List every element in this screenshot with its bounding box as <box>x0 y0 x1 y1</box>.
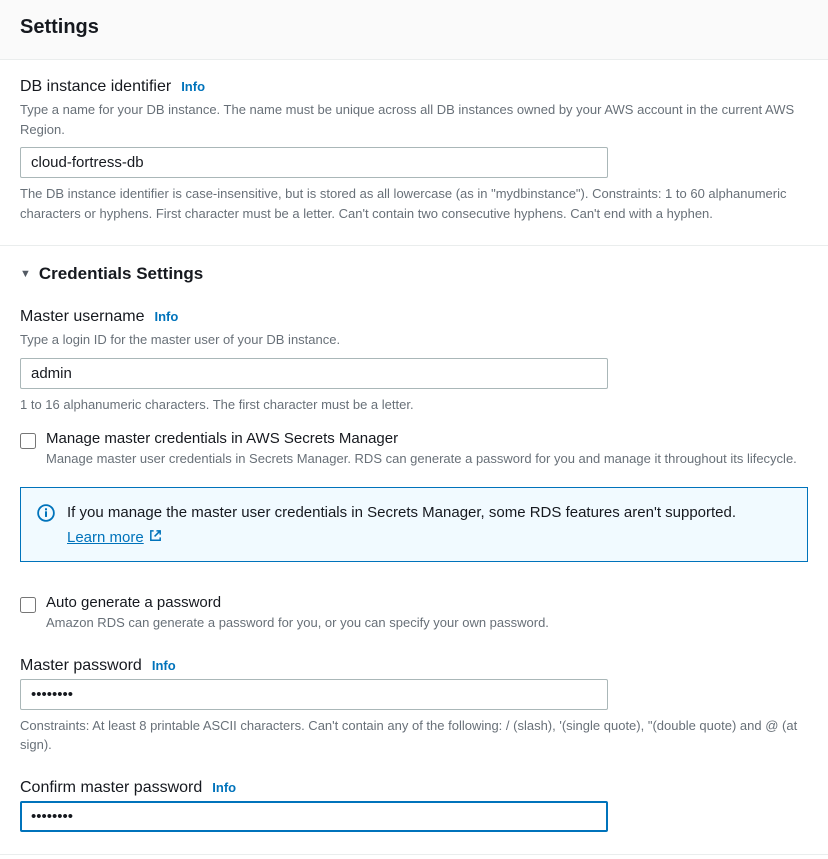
master-username-label: Master username <box>20 308 145 326</box>
external-link-icon <box>148 528 163 547</box>
master-username-block: Master username Info Type a login ID for… <box>20 308 808 414</box>
learn-more-text: Learn more <box>67 529 144 546</box>
confirm-password-label: Confirm master password <box>20 779 202 797</box>
db-identifier-info-link[interactable]: Info <box>181 79 205 94</box>
secrets-manager-checkbox[interactable] <box>20 433 36 449</box>
secrets-manager-help: Manage master user credentials in Secret… <box>46 449 808 469</box>
secrets-manager-info-banner: If you manage the master user credential… <box>20 487 808 563</box>
settings-panel-header: Settings <box>0 0 828 60</box>
auto-generate-label[interactable]: Auto generate a password <box>46 594 808 611</box>
info-icon <box>37 504 55 525</box>
learn-more-link[interactable]: Learn more <box>67 528 163 547</box>
settings-title: Settings <box>20 16 808 39</box>
auto-generate-checkbox[interactable] <box>20 597 36 613</box>
db-identifier-help-top: Type a name for your DB instance. The na… <box>20 100 808 139</box>
credentials-toggle[interactable]: ▼ Credentials Settings <box>20 264 808 284</box>
master-username-input[interactable] <box>20 358 608 389</box>
db-identifier-help-bottom: The DB instance identifier is case-insen… <box>20 184 808 223</box>
caret-down-icon: ▼ <box>20 268 31 280</box>
db-identifier-section: DB instance identifier Info Type a name … <box>0 60 828 246</box>
credentials-section: ▼ Credentials Settings Master username I… <box>0 246 828 855</box>
auto-generate-help: Amazon RDS can generate a password for y… <box>46 613 808 633</box>
db-identifier-input[interactable] <box>20 147 608 178</box>
master-username-info-link[interactable]: Info <box>155 309 179 324</box>
master-password-block: Master password Info Constraints: At lea… <box>20 657 808 755</box>
master-password-info-link[interactable]: Info <box>152 658 176 673</box>
auto-generate-row: Auto generate a password Amazon RDS can … <box>20 594 808 633</box>
master-username-help-top: Type a login ID for the master user of y… <box>20 330 808 350</box>
confirm-password-input[interactable] <box>20 801 608 832</box>
banner-message: If you manage the master user credential… <box>67 502 736 525</box>
secrets-manager-label[interactable]: Manage master credentials in AWS Secrets… <box>46 430 808 447</box>
master-username-help-bottom: 1 to 16 alphanumeric characters. The fir… <box>20 395 808 415</box>
master-password-help-bottom: Constraints: At least 8 printable ASCII … <box>20 716 808 755</box>
credentials-title: Credentials Settings <box>39 264 203 284</box>
confirm-password-block: Confirm master password Info <box>20 779 808 832</box>
master-password-input[interactable] <box>20 679 608 710</box>
master-password-label: Master password <box>20 657 142 675</box>
confirm-password-info-link[interactable]: Info <box>212 780 236 795</box>
db-identifier-label: DB instance identifier <box>20 78 171 96</box>
secrets-manager-row: Manage master credentials in AWS Secrets… <box>20 430 808 469</box>
